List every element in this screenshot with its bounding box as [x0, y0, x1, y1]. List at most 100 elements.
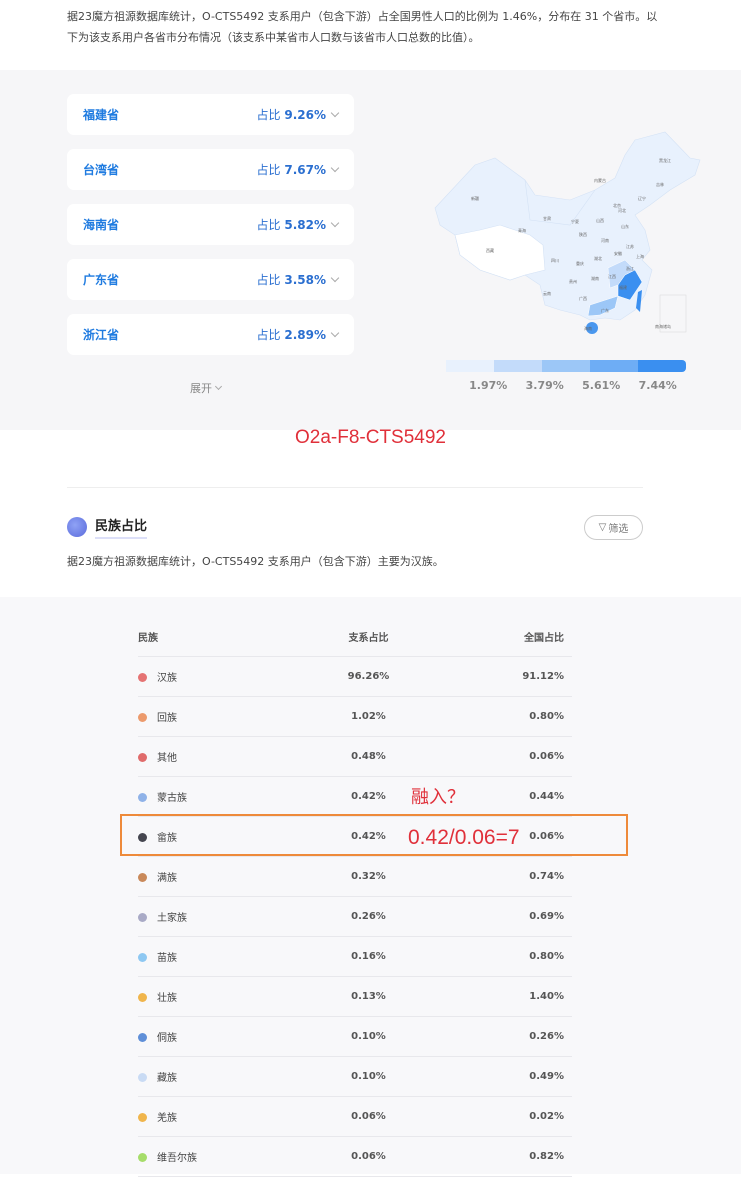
- table-row: 回族 1.02% 0.80%: [138, 696, 572, 737]
- national-share-cell: 1.40%: [428, 976, 572, 1017]
- ethnicity-title: 民族占比: [95, 515, 148, 539]
- col-branch-share: 支系占比: [308, 617, 429, 657]
- table-header: 民族 支系占比 全国占比: [138, 617, 572, 657]
- map-province-label: 江苏: [626, 243, 634, 249]
- ethnicity-name: 藏族: [157, 1072, 177, 1084]
- province-name: 浙江省: [83, 328, 120, 342]
- table-row: 蒙古族 0.42% 0.44%: [138, 776, 572, 817]
- province-card[interactable]: 广东省 占比 3.58%: [67, 259, 354, 300]
- table-row: 土家族 0.26% 0.69%: [138, 896, 572, 937]
- share-value: 2.89%: [284, 328, 326, 342]
- color-dot-icon: [138, 912, 147, 922]
- map-province-label: 山西: [596, 217, 604, 223]
- branch-share-cell: 0.48%: [308, 736, 429, 777]
- map-province-label: 新疆: [471, 195, 479, 201]
- province-share: 占比 3.58%: [257, 271, 340, 288]
- province-share: 占比 5.82%: [257, 216, 340, 233]
- annotation-ratio: 0.42/0.06=7: [408, 826, 520, 849]
- color-dot-icon: [138, 672, 147, 682]
- table-row: 满族 0.32% 0.74%: [138, 856, 572, 897]
- color-dot-icon: [138, 872, 147, 882]
- color-dot-icon: [138, 712, 147, 722]
- map-province-label: 海南: [584, 325, 592, 331]
- color-dot-icon: [138, 1032, 147, 1042]
- divider: [67, 487, 643, 488]
- chevron-down-icon: [330, 108, 340, 118]
- map-province-label: 山东: [621, 223, 629, 229]
- map-province-label: 北京: [613, 202, 621, 208]
- ethnicity-name: 畲族: [157, 832, 177, 844]
- share-value: 5.82%: [284, 218, 326, 232]
- legend-label: 1.97%: [469, 379, 508, 392]
- ethnicity-name: 蒙古族: [157, 792, 187, 804]
- map-guangdong: [587, 295, 619, 317]
- province-card[interactable]: 浙江省 占比 2.89%: [67, 314, 354, 355]
- legend-swatch: [542, 360, 590, 372]
- ethnicity-name: 汉族: [157, 672, 177, 684]
- filter-label: 筛选: [608, 524, 629, 535]
- color-dot-icon: [138, 752, 147, 762]
- map-province-label: 江西: [608, 273, 616, 279]
- expand-button[interactable]: 展开: [190, 380, 223, 396]
- ethnicity-cell: 其他: [138, 736, 309, 777]
- map-province-label: 上海: [636, 253, 644, 259]
- chevron-down-icon: [214, 382, 223, 391]
- map-province-label: 黑龙江: [659, 157, 671, 163]
- national-share-cell: 0.80%: [428, 936, 572, 977]
- ethnicity-cell: 藏族: [138, 1056, 309, 1097]
- table-row: 畲族 0.42% 0.06%: [138, 816, 572, 857]
- map-province-label: 四川: [551, 258, 559, 263]
- national-share-cell: 0.02%: [428, 1096, 572, 1137]
- national-share-cell: 0.06%: [428, 816, 572, 857]
- map-province-label: 广东: [601, 307, 609, 313]
- province-card[interactable]: 福建省 占比 9.26%: [67, 94, 354, 135]
- ethnicity-section-icon: [67, 517, 87, 537]
- col-ethnicity: 民族: [138, 617, 309, 657]
- color-dot-icon: [138, 1072, 147, 1082]
- province-name: 广东省: [83, 273, 120, 287]
- province-card[interactable]: 海南省 占比 5.82%: [67, 204, 354, 245]
- filter-button[interactable]: ▽ 筛选: [584, 515, 643, 540]
- branch-share-cell: 0.10%: [308, 1056, 429, 1097]
- province-card[interactable]: 台湾省 占比 7.67%: [67, 149, 354, 190]
- legend-label: 7.44%: [638, 379, 677, 392]
- chevron-down-icon: [330, 163, 340, 173]
- map-province-label: 河南: [601, 237, 609, 243]
- province-share: 占比 7.67%: [256, 161, 340, 178]
- ethnicity-cell: 汉族: [138, 656, 309, 697]
- branch-share-cell: 0.06%: [308, 1136, 429, 1177]
- national-share-cell: 91.12%: [428, 656, 572, 697]
- ethnicity-name: 壮族: [157, 992, 177, 1004]
- map-province-label: 云南: [543, 290, 551, 296]
- legend-label: 3.79%: [525, 379, 564, 392]
- ethnicity-description: 据23魔方祖源数据库统计，O-CTS5492 支系用户（包含下游）主要为汉族。: [67, 555, 444, 568]
- ethnicity-cell: 侗族: [138, 1016, 309, 1057]
- national-share-cell: 0.26%: [428, 1016, 572, 1057]
- map-province-label: 广西: [579, 295, 587, 301]
- national-share-cell: 0.49%: [428, 1056, 572, 1097]
- share-value: 3.58%: [284, 273, 326, 287]
- ethnicity-cell: 土家族: [138, 896, 309, 937]
- table-row: 苗族 0.16% 0.80%: [138, 936, 572, 977]
- share-label: 占比: [256, 163, 281, 177]
- color-dot-icon: [138, 952, 147, 962]
- ethnicity-cell: 壮族: [138, 976, 309, 1017]
- map-province-label: 宁夏: [571, 218, 579, 224]
- intro-text: 据23魔方祖源数据库统计，O-CTS5492 支系用户（包含下游）占全国男性人口…: [67, 10, 658, 44]
- chevron-down-icon: [330, 273, 340, 283]
- table-row: 维吾尔族 0.06% 0.82%: [138, 1136, 572, 1177]
- province-name: 海南省: [83, 218, 120, 232]
- color-dot-icon: [138, 1152, 147, 1162]
- branch-share-cell: 1.02%: [308, 696, 429, 737]
- province-name: 福建省: [83, 108, 120, 122]
- table-row: 汉族 96.26% 91.12%: [138, 656, 572, 697]
- expand-label: 展开: [190, 382, 212, 395]
- ethnicity-cell: 苗族: [138, 936, 309, 977]
- table-row: 羌族 0.06% 0.02%: [138, 1096, 572, 1137]
- color-dot-icon: [138, 992, 147, 1002]
- map-legend-bar: [446, 360, 686, 372]
- map-province-label: 福建: [619, 284, 627, 290]
- branch-share-cell: 0.10%: [308, 1016, 429, 1057]
- ethnicity-name: 其他: [157, 752, 177, 764]
